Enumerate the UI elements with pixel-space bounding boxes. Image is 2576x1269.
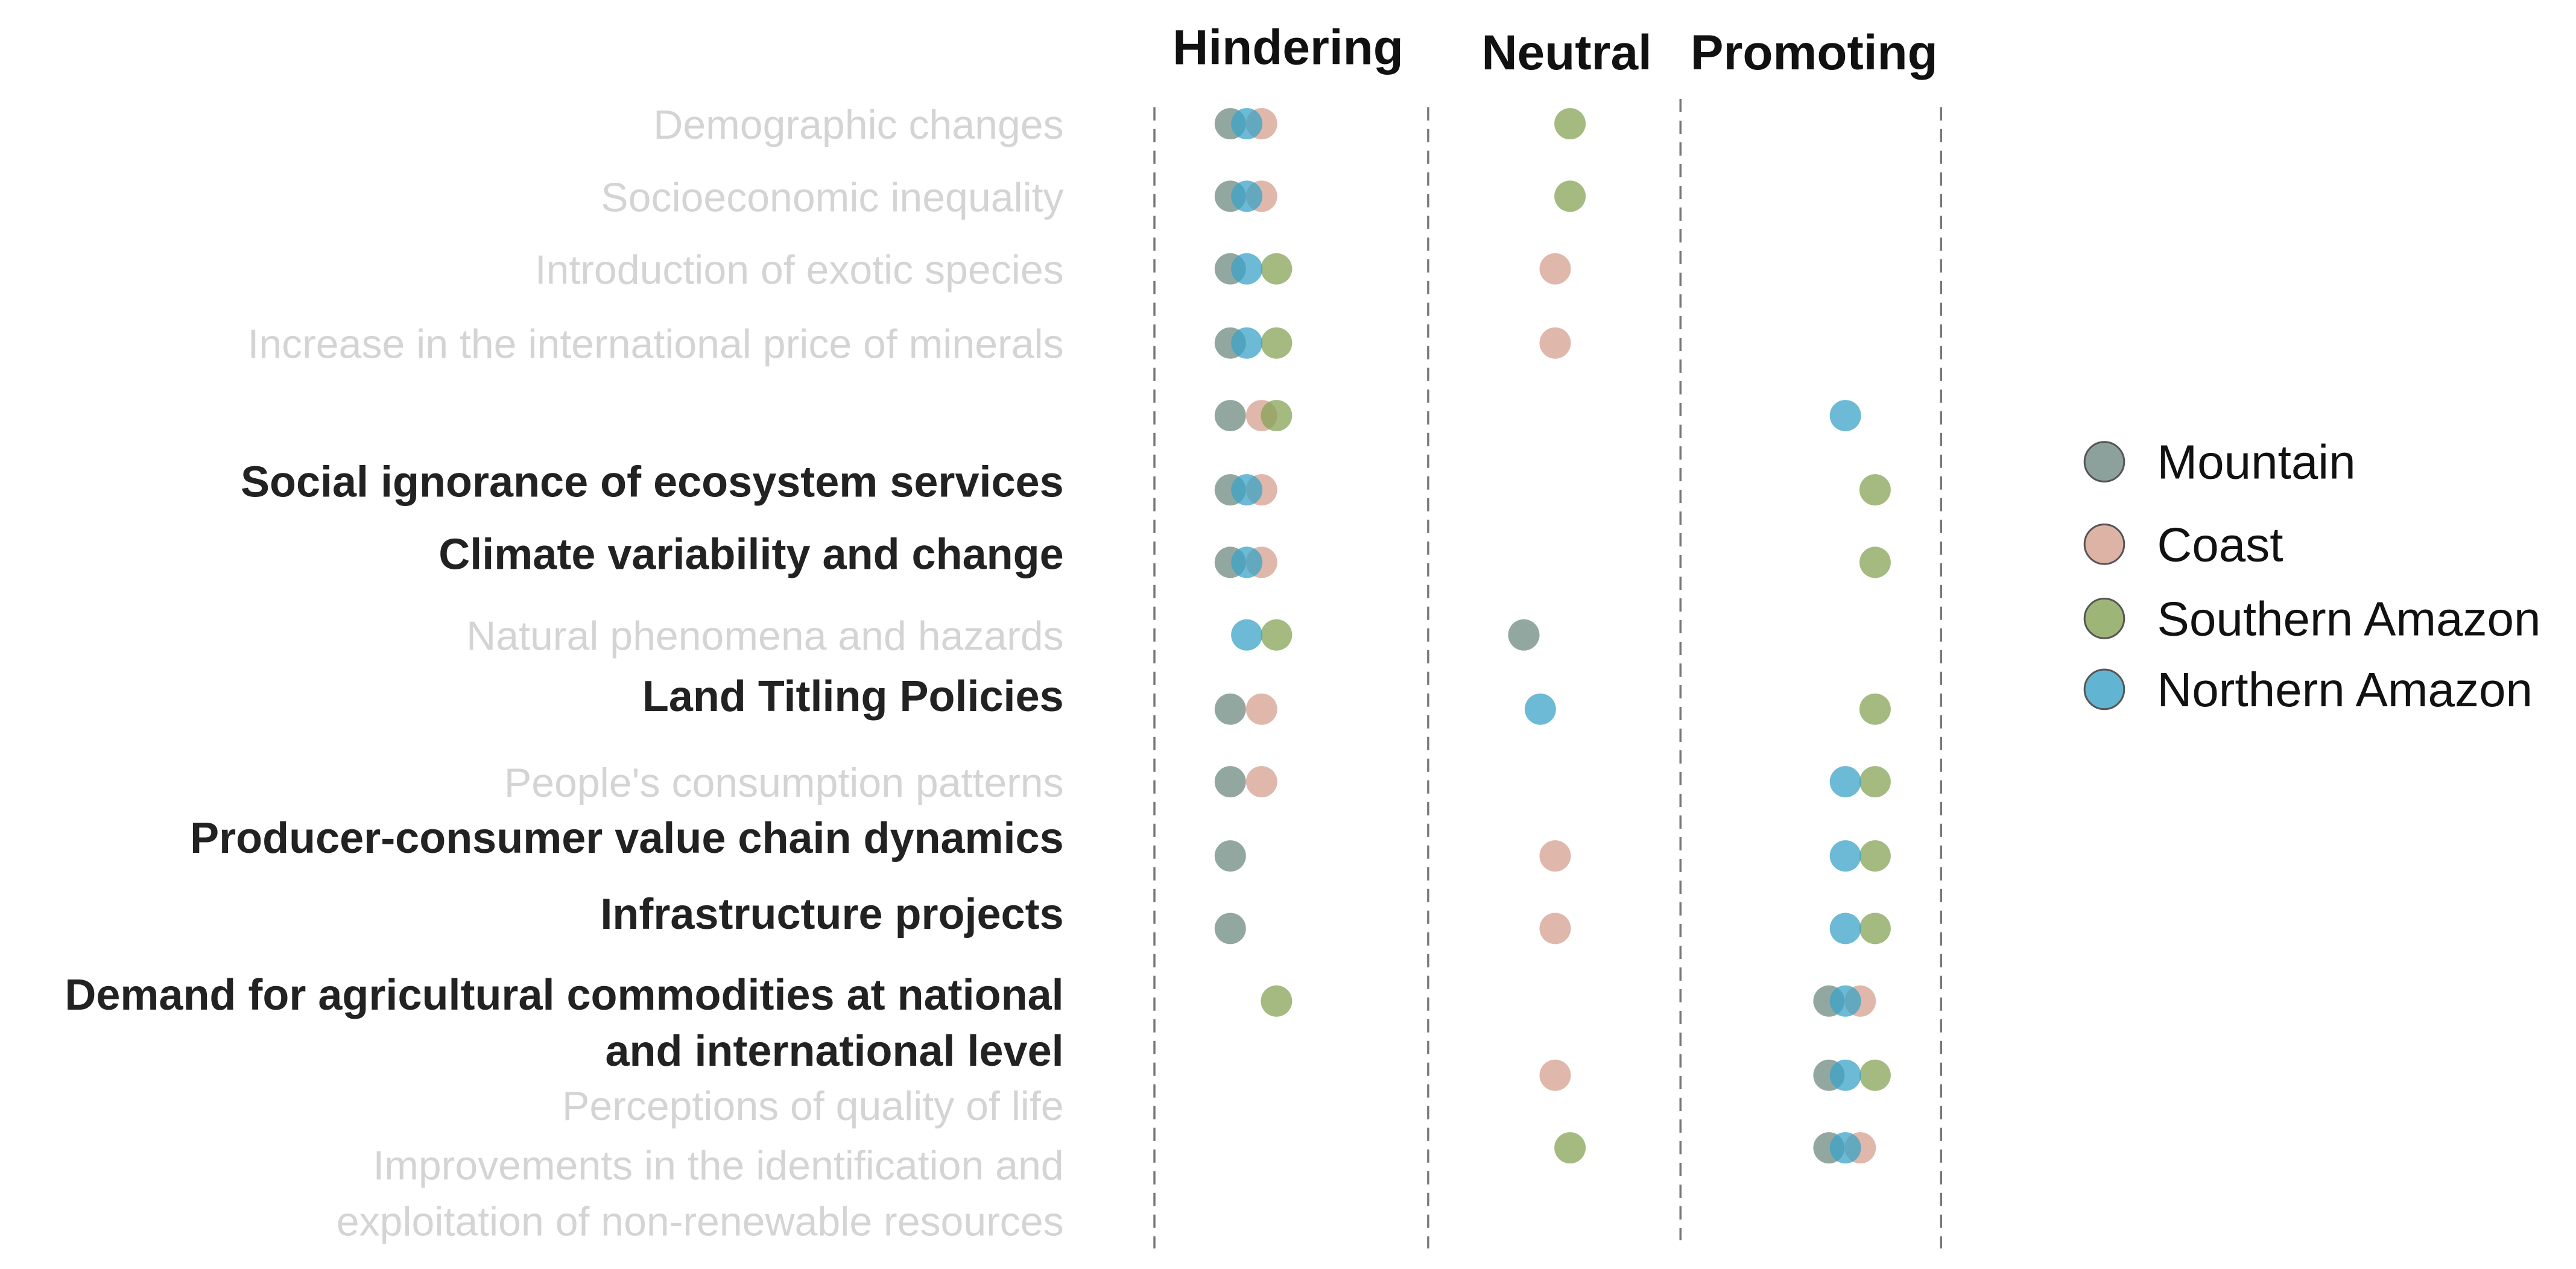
legend-marker-coast (2083, 524, 2125, 565)
legend-label-mountain: Mountain (2157, 435, 2355, 489)
point-northern-amazon-row-3 (1231, 327, 1263, 359)
row-label-demographic-changes: Demographic changes (653, 102, 1063, 148)
legend-label-northern-amazon: Northern Amazon (2157, 663, 2533, 717)
point-mountain-row-4 (1214, 400, 1246, 432)
row-label-introduction-of-exotic-species: Introduction of exotic species (535, 247, 1064, 293)
row-label-demand-for-agricultural-commodities-at-n: Demand for agricultural commodities at n… (65, 971, 1063, 1075)
point-southern-amazon-row-13 (1859, 1059, 1891, 1091)
point-southern-amazon-row-4 (1261, 400, 1293, 432)
point-northern-amazon-row-4 (1829, 400, 1861, 432)
point-northern-amazon-row-6 (1231, 546, 1263, 578)
point-southern-amazon-row-3 (1261, 327, 1293, 359)
row-label-natural-phenomena-and-hazards: Natural phenomena and hazards (466, 613, 1063, 659)
point-mountain-row-7 (1508, 619, 1540, 651)
point-mountain-row-10 (1214, 840, 1246, 872)
point-southern-amazon-row-14 (1554, 1132, 1586, 1164)
point-northern-amazon-row-13 (1829, 1059, 1861, 1091)
point-southern-amazon-row-9 (1859, 766, 1891, 798)
point-coast-row-3 (1539, 327, 1571, 359)
row-label-improvements-in-the-identification-and-e: Improvements in the identification and ex… (337, 1142, 1064, 1244)
point-mountain-row-9 (1214, 766, 1246, 798)
legend-label-coast: Coast (2157, 517, 2283, 571)
point-northern-amazon-row-8 (1524, 693, 1556, 725)
point-northern-amazon-row-5 (1231, 474, 1263, 506)
point-northern-amazon-row-11 (1829, 913, 1861, 945)
point-coast-row-9 (1245, 766, 1277, 798)
point-southern-amazon-row-2 (1261, 253, 1293, 285)
legend-marker-mountain (2083, 441, 2125, 483)
point-northern-amazon-row-9 (1829, 766, 1861, 798)
point-southern-amazon-row-6 (1859, 546, 1891, 578)
column-header-promoting: Promoting (1691, 25, 1938, 80)
point-northern-amazon-row-7 (1231, 619, 1263, 651)
row-label-land-titling-policies: Land Titling Policies (642, 672, 1064, 721)
legend-marker-northern-amazon (2083, 668, 2125, 710)
point-southern-amazon-row-8 (1859, 693, 1891, 725)
point-coast-row-2 (1539, 253, 1571, 285)
row-label-perceptions-of-quality-of-life: Perceptions of quality of life (562, 1083, 1064, 1129)
point-northern-amazon-row-10 (1829, 840, 1861, 872)
point-northern-amazon-row-0 (1231, 108, 1263, 140)
point-southern-amazon-row-0 (1554, 108, 1586, 140)
point-northern-amazon-row-2 (1231, 253, 1263, 285)
row-label-producer-consumer-value-chain-dynamics: Producer-consumer value chain dynamics (190, 814, 1064, 862)
row-label-social-ignorance-of-ecosystem-services: Social ignorance of ecosystem services (241, 458, 1064, 506)
column-header-hindering: Hindering (1172, 21, 1404, 75)
point-northern-amazon-row-1 (1231, 180, 1263, 212)
row-label-socioeconomic-inequality: Socioeconomic inequality (601, 174, 1063, 220)
point-southern-amazon-row-11 (1859, 913, 1891, 945)
row-label-people-s-consumption-patterns: People's consumption patterns (504, 760, 1064, 806)
point-mountain-row-11 (1214, 913, 1246, 945)
point-northern-amazon-row-12 (1829, 985, 1861, 1017)
legend-label-southern-amazon: Southern Amazon (2157, 592, 2540, 645)
row-label-climate-variability-and-change: Climate variability and change (438, 531, 1063, 579)
point-coast-row-13 (1539, 1059, 1571, 1091)
point-coast-row-8 (1245, 693, 1277, 725)
point-coast-row-10 (1539, 840, 1571, 872)
point-southern-amazon-row-10 (1859, 840, 1891, 872)
point-southern-amazon-row-7 (1261, 619, 1293, 651)
point-coast-row-11 (1539, 913, 1571, 945)
row-label-increase-in-the-international-price-of-m: Increase in the international price of m… (247, 321, 1063, 367)
point-mountain-row-8 (1214, 693, 1246, 725)
legend-marker-southern-amazon (2083, 598, 2125, 639)
point-southern-amazon-row-5 (1859, 474, 1891, 506)
row-label-infrastructure-projects: Infrastructure projects (600, 890, 1063, 938)
point-northern-amazon-row-14 (1829, 1132, 1861, 1164)
column-header-neutral: Neutral (1481, 25, 1652, 80)
point-southern-amazon-row-12 (1261, 985, 1293, 1017)
point-southern-amazon-row-1 (1554, 180, 1586, 212)
